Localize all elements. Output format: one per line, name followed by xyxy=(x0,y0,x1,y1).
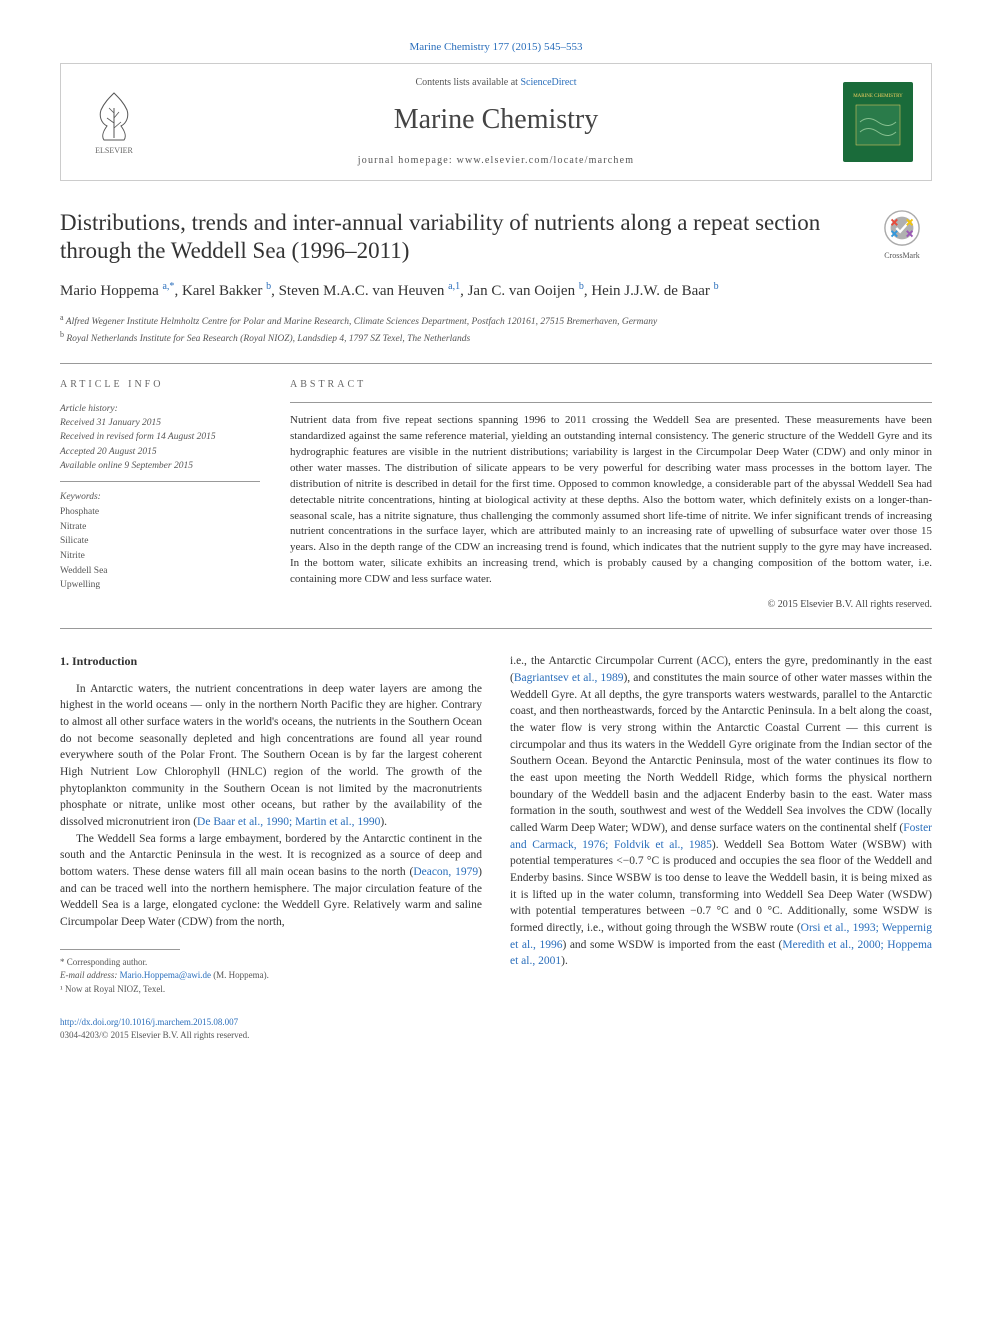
abstract-text: Nutrient data from five repeat sections … xyxy=(290,413,932,588)
body-text: ), and constitutes the main source of ot… xyxy=(510,672,932,834)
publisher-name: ELSEVIER xyxy=(95,145,133,156)
article-history: Article history: Received 31 January 201… xyxy=(60,402,260,482)
rule xyxy=(60,363,932,364)
header-center: Contents lists available at ScienceDirec… xyxy=(149,76,843,167)
body-text: ). Weddell Sea Bottom Water (WSBW) with … xyxy=(510,839,932,934)
article-info: ARTICLE INFO Article history: Received 3… xyxy=(60,378,260,612)
keywords-block: Keywords: PhosphateNitrateSilicateNitrit… xyxy=(60,490,260,593)
abstract-head: ABSTRACT xyxy=(290,378,932,392)
body-text: ). xyxy=(561,955,568,967)
sciencedirect-link[interactable]: ScienceDirect xyxy=(520,77,576,88)
journal-cover-thumb: MARINE CHEMISTRY xyxy=(843,82,913,162)
body-paragraph: The Weddell Sea forms a large embayment,… xyxy=(60,831,482,931)
abstract: ABSTRACT Nutrient data from five repeat … xyxy=(290,378,932,612)
bottom-info: http://dx.doi.org/10.1016/j.marchem.2015… xyxy=(60,1016,932,1041)
article-info-head: ARTICLE INFO xyxy=(60,378,260,392)
journal-name: Marine Chemistry xyxy=(149,100,843,139)
abstract-copyright: © 2015 Elsevier B.V. All rights reserved… xyxy=(290,598,932,612)
body-paragraph: In Antarctic waters, the nutrient concen… xyxy=(60,681,482,831)
cover-icon: MARINE CHEMISTRY xyxy=(848,87,908,157)
svg-text:MARINE CHEMISTRY: MARINE CHEMISTRY xyxy=(853,94,903,99)
info-abstract-row: ARTICLE INFO Article history: Received 3… xyxy=(60,378,932,612)
journal-homepage[interactable]: journal homepage: www.elsevier.com/locat… xyxy=(149,154,843,168)
contents-line: Contents lists available at ScienceDirec… xyxy=(149,76,843,90)
body-text: ). xyxy=(380,816,387,828)
author-list: Mario Hoppema a,*, Karel Bakker b, Steve… xyxy=(60,280,932,302)
body-paragraph: i.e., the Antarctic Circumpolar Current … xyxy=(510,653,932,970)
email-person: (M. Hoppema). xyxy=(211,970,269,980)
email-link[interactable]: Mario.Hoppema@awi.de xyxy=(120,970,211,980)
corresponding-author: * Corresponding author. xyxy=(60,956,482,970)
rule xyxy=(290,402,932,403)
history-label: Article history: xyxy=(60,402,260,416)
journal-issue-link[interactable]: Marine Chemistry 177 (2015) 545–553 xyxy=(60,40,932,55)
crossmark-badge[interactable]: CrossMark xyxy=(872,209,932,261)
citation-link[interactable]: De Baar et al., 1990; Martin et al., 199… xyxy=(197,816,380,828)
author-note: ¹ Now at Royal NIOZ, Texel. xyxy=(60,983,482,997)
body-text: In Antarctic waters, the nutrient concen… xyxy=(60,683,482,828)
publisher-logo: ELSEVIER xyxy=(79,82,149,162)
footnote-rule xyxy=(60,949,180,950)
email-label: E-mail address: xyxy=(60,970,120,980)
rule xyxy=(60,628,932,629)
contents-prefix: Contents lists available at xyxy=(415,77,520,88)
body-text: ) and some WSDW is imported from the eas… xyxy=(562,939,782,951)
journal-header: ELSEVIER Contents lists available at Sci… xyxy=(60,63,932,180)
citation-link[interactable]: Deacon, 1979 xyxy=(413,866,478,878)
right-column: i.e., the Antarctic Circumpolar Current … xyxy=(510,653,932,996)
body-columns: 1. Introduction In Antarctic waters, the… xyxy=(60,653,932,996)
elsevier-tree-icon xyxy=(89,88,139,143)
title-row: Distributions, trends and inter-annual v… xyxy=(60,209,932,267)
crossmark-label: CrossMark xyxy=(872,250,932,261)
section-heading: 1. Introduction xyxy=(60,653,482,670)
citation-link[interactable]: Bagriantsev et al., 1989 xyxy=(514,672,624,684)
affiliations: a Alfred Wegener Institute Helmholtz Cen… xyxy=(60,312,932,347)
footnotes: * Corresponding author. E-mail address: … xyxy=(60,956,482,997)
issn-copyright: 0304-4203/© 2015 Elsevier B.V. All right… xyxy=(60,1029,932,1042)
email-line: E-mail address: Mario.Hoppema@awi.de (M.… xyxy=(60,969,482,983)
crossmark-icon xyxy=(883,209,921,247)
keywords-label: Keywords: xyxy=(60,490,260,505)
doi-link[interactable]: http://dx.doi.org/10.1016/j.marchem.2015… xyxy=(60,1017,238,1027)
left-column: 1. Introduction In Antarctic waters, the… xyxy=(60,653,482,996)
article-title: Distributions, trends and inter-annual v… xyxy=(60,209,872,267)
